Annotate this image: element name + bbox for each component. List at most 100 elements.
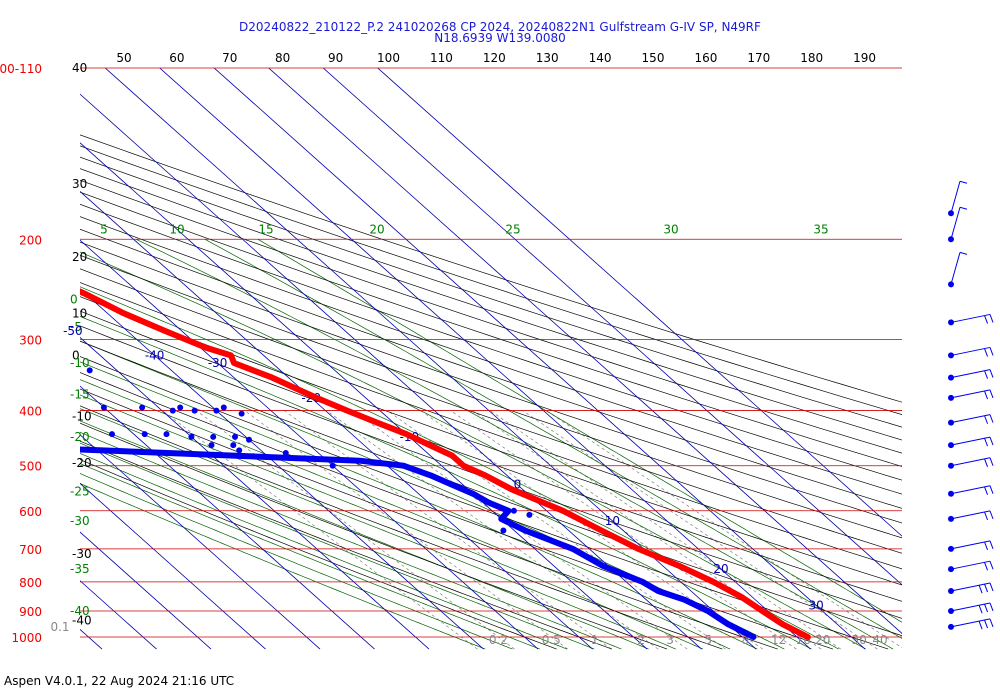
dry-adiabat-line [80, 241, 902, 524]
moist-adiabat-line [80, 431, 622, 650]
dry-adiabat-line [80, 268, 902, 554]
dry-adiabat-line [80, 310, 902, 602]
theta-e-tick-label: -20 [70, 430, 90, 444]
height-tick-label: -20 [72, 456, 92, 470]
dry-adiabat-line [80, 134, 902, 403]
pressure-tick-label: 300 [19, 333, 42, 347]
dewpoint-point [500, 527, 507, 534]
pressure-tick-label: 1000 [11, 631, 42, 645]
dry-adiabat-line [80, 179, 902, 454]
temperature-line [80, 288, 811, 640]
dry-adiabat-line [80, 440, 613, 650]
isotherm-line [80, 190, 593, 650]
dewpoint-point [8, 360, 14, 366]
dry-adiabat-line [80, 325, 902, 619]
wind-barb [948, 369, 994, 381]
isotherm-line [80, 482, 266, 650]
pressure-tick-label: 900 [19, 605, 42, 619]
top-scale-label: 180 [800, 51, 823, 65]
dry-adiabat-line [80, 459, 557, 650]
theta-e-tick-label: 0 [70, 292, 78, 306]
moist-adiabat-line [80, 453, 568, 650]
theta-e-tick-label: -15 [70, 388, 90, 402]
dewpoint-point [230, 442, 237, 449]
dewpoint-point [163, 431, 170, 438]
pressure-tick-label: 700 [19, 543, 42, 557]
isotherm-line [80, 434, 321, 650]
footer-version: Aspen V4.0.1, 22 Aug 2024 21:16 UTC [4, 674, 235, 688]
mixing-ratio-label: 12 [771, 633, 786, 647]
dewpoint-point [141, 431, 148, 438]
isotherm-label: 30 [808, 598, 823, 612]
theta-label: 10 [169, 222, 184, 236]
theta-label: 35 [813, 222, 828, 236]
dry-adiabat-line [80, 216, 902, 495]
height-tick-label: 0 [72, 348, 80, 362]
height-tick-label: 30 [72, 177, 87, 191]
mixing-ratio-label: 0.5 [542, 633, 561, 647]
top-scale-label: 80 [275, 51, 290, 65]
dry-adiabat-line [80, 156, 902, 428]
isotherm-label: 20 [713, 562, 728, 576]
wind-barb [948, 510, 994, 522]
chart-title-line1: D20240822_210122_P.2 241020268 CP 2024, … [239, 20, 761, 34]
isotherm-line [80, 385, 375, 650]
wind-barb [948, 560, 994, 573]
dewpoint-point [329, 462, 336, 469]
dewpoint-point [177, 404, 184, 411]
dry-adiabat-line [80, 372, 834, 650]
mixing-ratio-label: 1 [591, 633, 599, 647]
dewpoint-line [80, 446, 757, 640]
mixing-ratio-line [326, 410, 659, 650]
theta-e-tick-label: -35 [70, 562, 90, 576]
dewpoint-point [139, 404, 146, 411]
isotherm-label: 10 [605, 514, 620, 528]
isotherm-line [80, 288, 484, 650]
isotherm-line [377, 68, 902, 537]
dewpoint-point [246, 436, 252, 443]
theta-label: 25 [505, 222, 520, 236]
dry-adiabat-line [80, 340, 902, 637]
dry-adiabat-line [80, 388, 778, 650]
dry-adiabat-line [80, 191, 902, 467]
wind-barb [948, 180, 968, 217]
top-scale-label: 160 [694, 51, 717, 65]
dry-adiabat-line [80, 254, 902, 539]
theta-e-tick-label: -10 [70, 356, 90, 370]
isotherm-line [0, 55, 48, 649]
moist-adiabat-line [80, 420, 649, 650]
moist-adiabat-line [80, 408, 676, 650]
mixing-ratio-label: 40 [872, 633, 887, 647]
moist-adiabat-line [80, 286, 839, 650]
axis-labels: 100-110200300400500600700800900100050607… [0, 51, 888, 647]
theta-e-tick-label: -5 [70, 320, 82, 334]
dewpoint-point [208, 442, 215, 449]
dewpoint-point [169, 407, 176, 414]
height-tick-label: 20 [72, 250, 87, 264]
wind-barb [948, 582, 994, 594]
dewpoint-point [100, 404, 107, 411]
dewpoint-point [191, 407, 198, 414]
height-tick-label: -30 [72, 547, 92, 561]
dewpoint-point [510, 507, 517, 514]
isotherm-label: 0 [514, 478, 522, 492]
chart-title-line2: N18.6939 W139.0080 [434, 31, 566, 45]
top-scale-label: 190 [853, 51, 876, 65]
dewpoint-point [213, 407, 220, 414]
isotherms [0, 55, 902, 650]
isotherm-line [80, 336, 430, 650]
height-tick-label: -10 [72, 410, 92, 424]
dry-adiabat-line [80, 228, 902, 509]
mixing-ratio-label: 3 [666, 633, 674, 647]
wind-barb [948, 485, 994, 497]
top-scale-label: 90 [328, 51, 343, 65]
top-scale-label: 110 [430, 51, 453, 65]
temperature-profile [80, 288, 811, 640]
mixing-ratio-label: 2 [637, 633, 645, 647]
wind-barbs [948, 180, 994, 630]
wind-barb [948, 251, 968, 288]
isotherm-line [213, 68, 866, 650]
isotherm-line [80, 239, 539, 650]
dry-adiabat-line [80, 356, 889, 650]
mixing-ratio-label: 5 [704, 633, 712, 647]
